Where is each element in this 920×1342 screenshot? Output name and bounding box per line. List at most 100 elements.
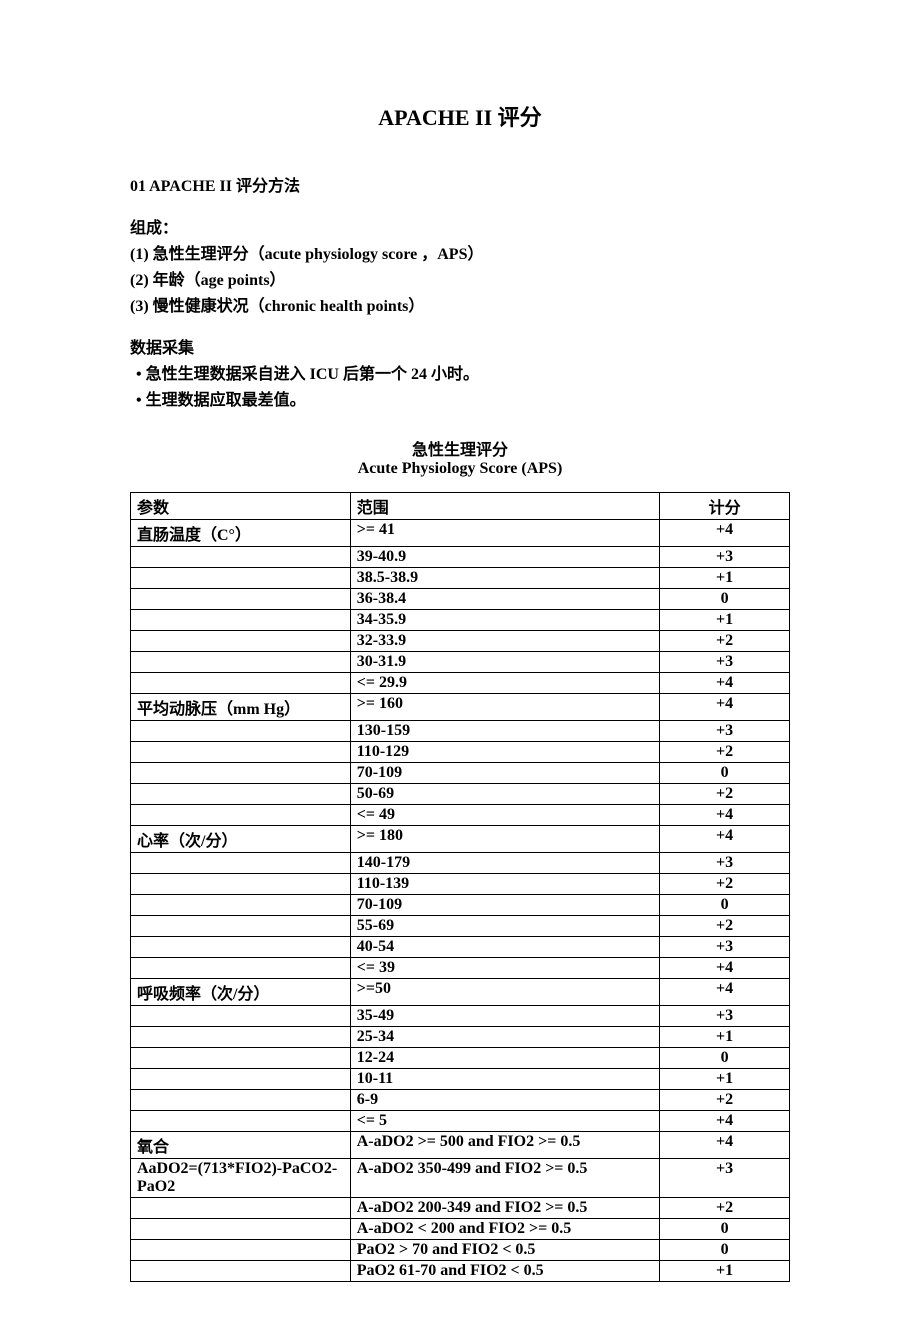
cell-score: +4 (660, 673, 790, 694)
cell-score: +2 (660, 874, 790, 895)
cell-range: 140-179 (350, 853, 659, 874)
table-row: <= 5+4 (131, 1111, 790, 1132)
table-row: 55-69+2 (131, 916, 790, 937)
cell-score: 0 (660, 1048, 790, 1069)
cell-score: +4 (660, 520, 790, 547)
table-row: 呼吸频率（次/分）>=50+4 (131, 979, 790, 1006)
table-row: 35-49+3 (131, 1006, 790, 1027)
cell-param (131, 547, 351, 568)
cell-range: >= 160 (350, 694, 659, 721)
cell-param: 心率（次/分） (131, 826, 351, 853)
cell-param (131, 853, 351, 874)
cell-range: 130-159 (350, 721, 659, 742)
table-row: 110-139+2 (131, 874, 790, 895)
cell-param (131, 805, 351, 826)
table-row: 氧合A-aDO2 >= 500 and FIO2 >= 0.5+4 (131, 1132, 790, 1159)
cell-score: +4 (660, 826, 790, 853)
cell-param (131, 589, 351, 610)
cell-score: +1 (660, 1069, 790, 1090)
cell-param (131, 568, 351, 589)
cell-score: +3 (660, 853, 790, 874)
cell-param (131, 610, 351, 631)
section-title: 01 APACHE II 评分方法 (130, 172, 790, 196)
cell-param (131, 673, 351, 694)
cell-score: +1 (660, 568, 790, 589)
cell-range: 70-109 (350, 895, 659, 916)
cell-range: 6-9 (350, 1090, 659, 1111)
cell-param (131, 1090, 351, 1111)
header-range: 范围 (350, 493, 659, 520)
composition-item: (1) 急性生理评分（acute physiology score ，APS） (130, 240, 790, 264)
cell-range: 38.5-38.9 (350, 568, 659, 589)
cell-range: 25-34 (350, 1027, 659, 1048)
cell-param: 氧合 (131, 1132, 351, 1159)
cell-param (131, 631, 351, 652)
data-collection-item: 生理数据应取最差值。 (130, 386, 790, 410)
cell-range: 30-31.9 (350, 652, 659, 673)
cell-param: 呼吸频率（次/分） (131, 979, 351, 1006)
cell-score: +4 (660, 1111, 790, 1132)
composition-label: 组成： (130, 214, 790, 238)
table-row: 110-129+2 (131, 742, 790, 763)
cell-param (131, 874, 351, 895)
cell-range: 50-69 (350, 784, 659, 805)
cell-param (131, 895, 351, 916)
cell-param (131, 1111, 351, 1132)
aps-score-table: 参数 范围 计分 直肠温度（C°）>= 41+439-40.9+338.5-38… (130, 492, 790, 1282)
cell-param (131, 1069, 351, 1090)
cell-score: +4 (660, 805, 790, 826)
cell-param (131, 763, 351, 784)
cell-score: +2 (660, 631, 790, 652)
table-row: A-aDO2 < 200 and FIO2 >= 0.50 (131, 1219, 790, 1240)
cell-score: +3 (660, 721, 790, 742)
cell-range: PaO2 61-70 and FIO2 < 0.5 (350, 1261, 659, 1282)
table-row: 12-240 (131, 1048, 790, 1069)
cell-score: +4 (660, 979, 790, 1006)
cell-range: 35-49 (350, 1006, 659, 1027)
cell-range: <= 39 (350, 958, 659, 979)
cell-score: 0 (660, 1240, 790, 1261)
cell-range: 40-54 (350, 937, 659, 958)
cell-param (131, 1261, 351, 1282)
cell-score: 0 (660, 1219, 790, 1240)
cell-score: +1 (660, 1027, 790, 1048)
cell-range: <= 29.9 (350, 673, 659, 694)
cell-range: >= 41 (350, 520, 659, 547)
document-title: APACHE II 评分 (130, 100, 790, 132)
cell-range: PaO2 > 70 and FIO2 < 0.5 (350, 1240, 659, 1261)
table-row: 38.5-38.9+1 (131, 568, 790, 589)
cell-param (131, 958, 351, 979)
cell-param (131, 784, 351, 805)
header-param: 参数 (131, 493, 351, 520)
table-header-row: 参数 范围 计分 (131, 493, 790, 520)
cell-range: 55-69 (350, 916, 659, 937)
header-score: 计分 (660, 493, 790, 520)
cell-score: +3 (660, 937, 790, 958)
cell-range: 12-24 (350, 1048, 659, 1069)
cell-range: >= 180 (350, 826, 659, 853)
composition-item: (3) 慢性健康状况（chronic health points） (130, 292, 790, 316)
table-row: <= 49+4 (131, 805, 790, 826)
table-row: 36-38.40 (131, 589, 790, 610)
cell-range: 32-33.9 (350, 631, 659, 652)
cell-param: 直肠温度（C°） (131, 520, 351, 547)
table-row: AaDO2=(713*FIO2)-PaCO2-PaO2A-aDO2 350-49… (131, 1159, 790, 1198)
table-row: 心率（次/分）>= 180+4 (131, 826, 790, 853)
table-row: PaO2 61-70 and FIO2 < 0.5+1 (131, 1261, 790, 1282)
cell-score: +1 (660, 610, 790, 631)
cell-range: 36-38.4 (350, 589, 659, 610)
cell-range: 10-11 (350, 1069, 659, 1090)
cell-score: +3 (660, 1159, 790, 1198)
cell-range: 39-40.9 (350, 547, 659, 568)
table-title-en: Acute Physiology Score (APS) (130, 460, 790, 478)
cell-score: +2 (660, 1198, 790, 1219)
cell-param (131, 1027, 351, 1048)
cell-param (131, 1006, 351, 1027)
table-row: 30-31.9+3 (131, 652, 790, 673)
table-row: 70-1090 (131, 895, 790, 916)
data-collection-label: 数据采集 (130, 334, 790, 358)
table-row: 34-35.9+1 (131, 610, 790, 631)
table-row: 6-9+2 (131, 1090, 790, 1111)
cell-param (131, 652, 351, 673)
cell-score: +2 (660, 916, 790, 937)
